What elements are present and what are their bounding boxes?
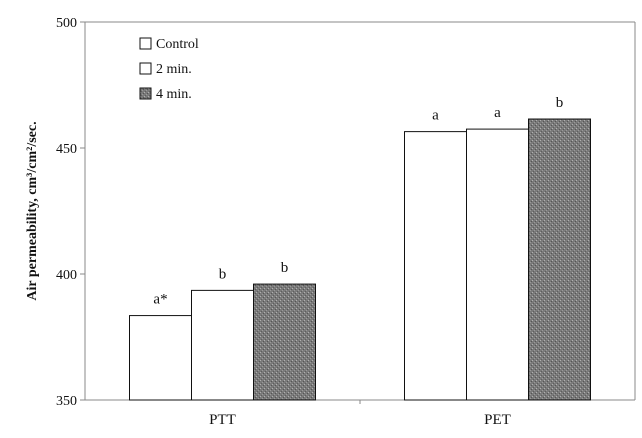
y-tick-label: 450 <box>56 142 77 157</box>
bar-ptt-0 <box>129 315 192 401</box>
bar-significance-label: a <box>494 105 501 121</box>
legend-label: 4 min. <box>156 87 192 102</box>
y-axis-ticks: 350 400 450 500 <box>56 16 85 409</box>
category-label: PTT <box>209 412 236 428</box>
bar-ptt-1 <box>191 289 254 401</box>
legend-label: Control <box>156 37 199 52</box>
legend: Control 2 min. 4 min. <box>139 37 199 102</box>
y-tick-label: 350 <box>56 394 77 409</box>
bar-pet-2 <box>528 118 591 401</box>
bar-significance-label: b <box>281 260 289 276</box>
y-tick-label: 500 <box>56 16 77 31</box>
bar-significance-label: b <box>556 95 564 111</box>
y-axis-title: Air permeability, cm³/cm²/sec. <box>25 121 40 300</box>
legend-swatch <box>139 62 152 75</box>
y-tick-label: 400 <box>56 268 77 283</box>
category-label: PET <box>484 412 511 428</box>
bar-pet-1 <box>466 128 529 401</box>
bar-significance-label: a <box>432 108 439 124</box>
legend-swatch <box>139 37 152 50</box>
legend-label: 2 min. <box>156 62 192 77</box>
category-labels-group: PTT PET <box>209 412 511 428</box>
bar-ptt-2 <box>253 283 316 401</box>
bar-significance-label: a* <box>153 292 167 308</box>
bars-group <box>129 118 591 401</box>
bar-significance-label: b <box>219 266 227 282</box>
bar-pet-0 <box>404 131 467 401</box>
bar-labels-group: a* b b a a b <box>153 95 563 308</box>
legend-swatch <box>139 87 152 100</box>
